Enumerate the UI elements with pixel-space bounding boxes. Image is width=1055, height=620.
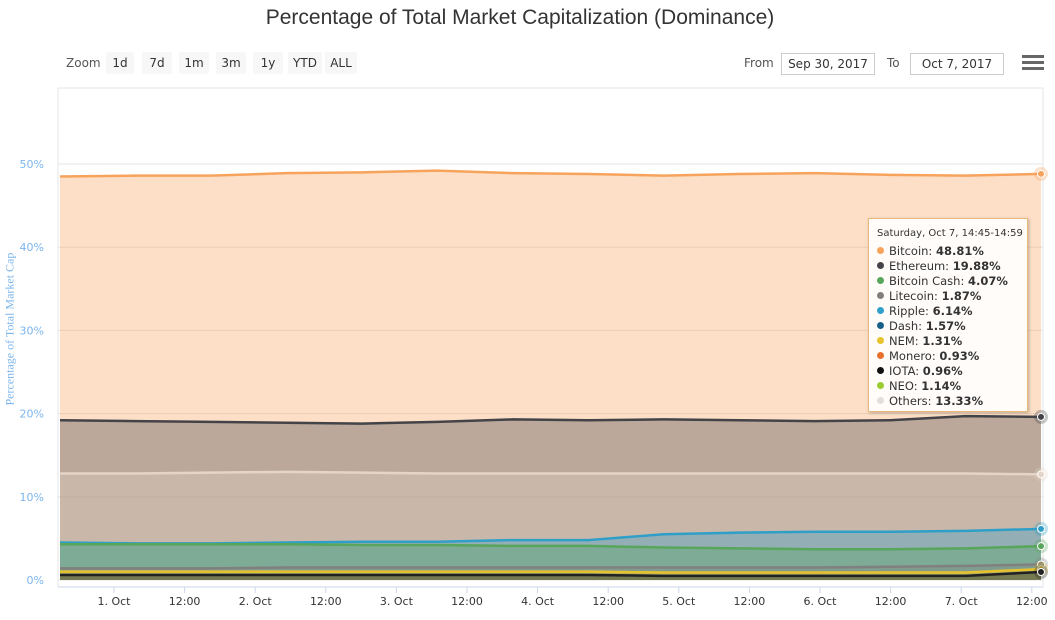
from-label: From — [744, 56, 774, 70]
zoom-3m-button[interactable]: 3m — [216, 52, 246, 74]
legend-dot-icon — [877, 322, 884, 329]
x-tick-label: 7. Oct — [945, 595, 979, 608]
y-tick-label: 20% — [20, 408, 44, 421]
tooltip-item: Ethereum: 19.88% — [877, 259, 1001, 274]
x-tick-label: 12:00 — [1016, 595, 1048, 608]
marker-bitcoin — [1037, 169, 1045, 178]
tooltip-item-label: Litecoin: — [889, 289, 942, 303]
tooltip-item-value: 1.57% — [925, 319, 966, 333]
x-tick-label: 12:00 — [451, 595, 483, 608]
tooltip-item-label: NEO: — [889, 379, 922, 393]
x-tick-label: 12:00 — [734, 595, 766, 608]
tooltip-item-value: 4.07% — [967, 274, 1008, 288]
chart-title: Percentage of Total Market Capitalizatio… — [265, 6, 775, 29]
x-tick-label: 12:00 — [875, 595, 907, 608]
legend-dot-icon — [877, 367, 884, 374]
zoom-all-button[interactable]: ALL — [325, 52, 357, 74]
line-litecoin — [60, 563, 1042, 570]
legend-dot-icon — [877, 337, 884, 344]
tooltip-item: IOTA: 0.96% — [877, 364, 963, 379]
tooltip-item-value: 0.96% — [922, 364, 963, 378]
tooltip-item-value: 6.14% — [932, 304, 973, 318]
y-tick-label: 10% — [20, 491, 44, 504]
legend-dot-icon — [877, 397, 884, 404]
to-date-input[interactable]: Oct 7, 2017 — [910, 53, 1004, 75]
tooltip-item-value: 13.33% — [935, 394, 984, 408]
y-tick-label: 40% — [20, 241, 44, 254]
from-date-input[interactable]: Sep 30, 2017 — [781, 53, 875, 75]
tooltip-item-label: Bitcoin Cash: — [889, 274, 968, 288]
x-tick-label: 5. Oct — [662, 595, 696, 608]
tooltip-item: Others: 13.33% — [877, 394, 983, 409]
line-ethereum — [59, 414, 1042, 425]
legend-dot-icon — [877, 262, 884, 269]
tooltip-item-label: Dash: — [889, 319, 926, 333]
tooltip-item-label: Others: — [889, 394, 936, 408]
line-bitcoin-cash — [60, 542, 1042, 551]
x-tick-label: 12:00 — [310, 595, 342, 608]
x-tick-label: 1. Oct — [97, 595, 131, 608]
legend-dot-icon — [877, 247, 884, 254]
tooltip-item-label: Bitcoin: — [889, 244, 936, 258]
hamburger-menu-icon[interactable] — [1022, 55, 1044, 73]
tooltip-header: Saturday, Oct 7, 14:45-14:59 — [877, 228, 1023, 239]
tooltip-item-value: 48.81% — [935, 244, 984, 258]
tooltip-item: NEM: 1.31% — [877, 334, 962, 349]
legend-dot-icon — [877, 382, 884, 389]
tooltip-item: Bitcoin Cash: 4.07% — [877, 274, 1008, 289]
line-nem — [60, 567, 1042, 574]
line-iota — [60, 570, 1042, 578]
marker-ethereum — [1037, 412, 1045, 421]
tooltip-item-label: NEM: — [889, 334, 923, 348]
y-tick-label: 30% — [20, 324, 44, 337]
zoom-1m-button[interactable]: 1m — [179, 52, 209, 74]
y-tick-label: 50% — [20, 158, 44, 171]
zoom-label: Zoom — [66, 56, 101, 70]
marker-ripple — [1037, 524, 1045, 533]
marker-bitcoin-cash — [1037, 542, 1045, 551]
legend-dot-icon — [877, 352, 884, 359]
zoom-7d-button[interactable]: 7d — [142, 52, 172, 74]
zoom-ytd-button[interactable]: YTD — [288, 52, 322, 74]
area-ethereum — [60, 416, 1041, 580]
marker-others — [1037, 470, 1045, 479]
legend-dot-icon — [877, 307, 884, 314]
legend-dot-icon — [877, 277, 884, 284]
zoom-1d-button[interactable]: 1d — [106, 52, 134, 74]
x-tick-label: 12:00 — [592, 595, 624, 608]
x-tick-label: 3. Oct — [380, 595, 414, 608]
tooltip-item: NEO: 1.14% — [877, 379, 961, 394]
tooltip-item-value: 1.31% — [922, 334, 963, 348]
area-others — [60, 471, 1041, 580]
x-tick-label: 4. Oct — [521, 595, 555, 608]
tooltip-item-label: Monero: — [889, 349, 940, 363]
zoom-1y-button[interactable]: 1y — [253, 52, 283, 74]
tooltip-item: Litecoin: 1.87% — [877, 289, 981, 304]
x-tick-label: 2. Oct — [239, 595, 273, 608]
line-others — [60, 470, 1042, 476]
tooltip-item: Monero: 0.93% — [877, 349, 979, 364]
tooltip-item: Dash: 1.57% — [877, 319, 966, 334]
tooltip-item-label: Ripple: — [889, 304, 933, 318]
tooltip-item: Bitcoin: 48.81% — [877, 244, 984, 259]
tooltip-item-label: IOTA: — [889, 364, 923, 378]
area-bitcoin — [60, 170, 1041, 580]
tooltip-item-value: 19.88% — [952, 259, 1001, 273]
tooltip-item-value: 0.93% — [939, 349, 980, 363]
line-bitcoin — [59, 169, 1042, 178]
to-label: To — [887, 56, 900, 70]
tooltip-item-value: 1.14% — [921, 379, 962, 393]
tooltip: Saturday, Oct 7, 14:45-14:59 Bitcoin: 48… — [868, 218, 1028, 412]
tooltip-item: Ripple: 6.14% — [877, 304, 973, 319]
tooltip-item-label: Ethereum: — [889, 259, 953, 273]
x-tick-label: 12:00 — [169, 595, 201, 608]
marker-iota — [1037, 568, 1045, 577]
legend-dot-icon — [877, 292, 884, 299]
y-tick-label: 0% — [27, 574, 44, 587]
x-tick-label: 6. Oct — [803, 595, 837, 608]
tooltip-item-value: 1.87% — [941, 289, 982, 303]
